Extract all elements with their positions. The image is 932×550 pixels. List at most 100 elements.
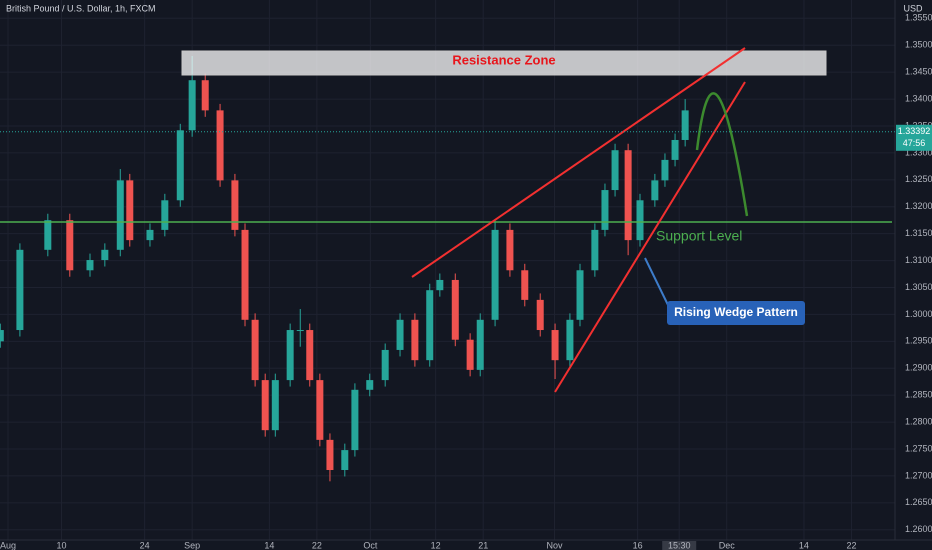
candle-body [411,319,419,361]
x-tick-highlight [662,541,697,550]
candle-body [436,279,444,291]
candle-body [16,249,24,331]
candle-body [611,150,619,191]
y-tick-label: 1.32500 [905,174,932,184]
y-tick-label: 1.26000 [905,524,932,534]
candle-body [241,229,249,320]
x-tick-label: Dec [719,540,736,550]
candle-body [341,450,349,471]
resistance-zone [181,50,827,76]
candle-body [624,150,632,241]
candle-body [591,229,599,271]
x-tick-label: 21 [478,540,488,550]
candle-body [126,180,134,241]
last-price-label: 1.33392 [898,126,931,136]
y-tick-label: 1.33000 [905,147,932,157]
x-tick-label: 24 [140,540,150,550]
candle-body [426,290,434,361]
y-tick-label: 1.31000 [905,255,932,265]
candle-body [381,349,389,381]
candle-body [506,229,514,271]
x-tick-label: 22 [312,540,322,550]
y-tick-label: 1.27500 [905,443,932,453]
y-tick-label: 1.26500 [905,497,932,507]
x-tick-label: 22 [846,540,856,550]
candle-body [366,380,374,390]
candle-body [216,110,224,181]
candle-body [66,220,74,271]
candle-body [521,270,529,300]
y-tick-label: 1.28000 [905,416,932,426]
countdown: 47:56 [903,138,926,148]
candle-body [201,80,209,111]
support-label: Support Level [656,228,742,244]
x-tick-label: Oct [363,540,378,550]
y-tick-label: 1.30000 [905,309,932,319]
candle-body [44,220,52,250]
candle-body [651,180,659,201]
candle-body [491,229,499,320]
y-tick-label: 1.28500 [905,390,932,400]
x-tick-label: Sep [184,540,200,550]
pattern-label: Rising Wedge Pattern [674,305,798,319]
x-tick-label: 10 [56,540,66,550]
candle-body [0,330,4,342]
x-tick-label: Nov [546,540,563,550]
x-tick-label: Aug [0,540,16,550]
candle-body [316,380,324,440]
candle-body [636,200,644,241]
candle-body [671,139,679,160]
y-tick-label: 1.32000 [905,201,932,211]
y-tick-label: 1.35000 [905,40,932,50]
candle-body [451,279,459,340]
chart-title: British Pound / U.S. Dollar, 1h, FXCM [6,3,156,13]
pattern-arrow [644,257,669,306]
candle-body [681,110,689,140]
candle-body [566,319,574,361]
y-tick-label: 1.34500 [905,67,932,77]
pattern-box [667,301,805,325]
candle-body [86,260,94,271]
candle-body [146,229,154,241]
y-tick-label: 1.29500 [905,336,932,346]
y-tick-label: 1.35500 [905,13,932,23]
x-tick-label: 12 [431,540,441,550]
candle-body [188,80,196,131]
projection-arc [695,92,749,217]
candle-body [601,190,609,230]
candle-body [576,270,584,320]
y-tick-label: 1.30500 [905,282,932,292]
y-tick-label: 1.34000 [905,93,932,103]
candle-body [351,389,359,451]
candle-body [466,339,474,370]
resistance-label: Resistance Zone [452,52,555,67]
x-tick-label: 15:30 [668,540,691,550]
candle-body [261,380,269,431]
candle-body [271,380,279,431]
candle-body [116,180,124,250]
candle-body [176,130,184,201]
candle-body [551,330,559,361]
wedge-upper [411,47,746,278]
x-tick-label: 14 [264,540,274,550]
candle-body [661,159,669,181]
candles [0,55,689,482]
candle-body [296,330,304,332]
y-tick-label: 1.29000 [905,363,932,373]
candle-body [231,180,239,230]
y-tick-label: 1.27000 [905,470,932,480]
x-tick-label: 16 [633,540,643,550]
candle-body [476,319,484,370]
candle-body [306,330,314,381]
candle-body [161,200,169,230]
currency: USD [903,3,923,13]
candle-body [396,319,404,350]
x-tick-label: 14 [799,540,809,550]
candle-body [536,299,544,331]
candle-body [101,249,109,261]
candle-body [286,330,294,381]
wedge-lower [554,81,746,393]
candle-body [326,439,334,471]
